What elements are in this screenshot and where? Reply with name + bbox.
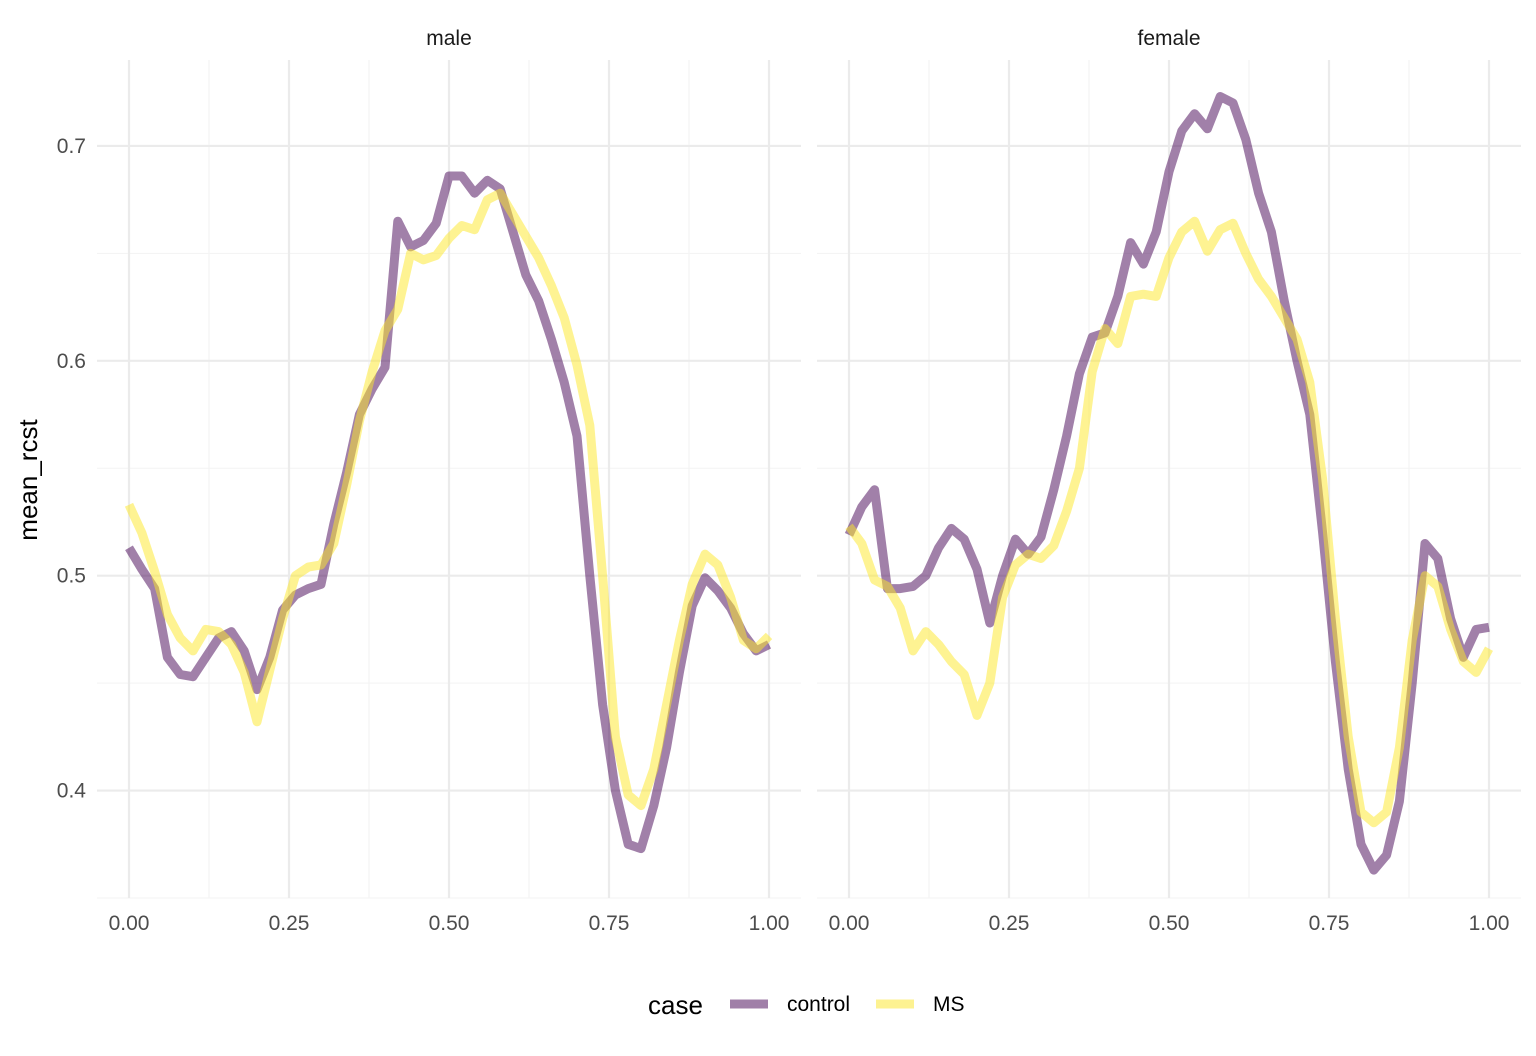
legend: case control MS (648, 990, 965, 1020)
legend-label-control: control (787, 993, 850, 1016)
panels-layer: 0.00 0.25 0.50 0.75 1.000.40.50.60.7male0.00… (57, 27, 1521, 935)
y-axis-title: mean_rcst (13, 419, 43, 541)
facet-label-male: male (426, 27, 472, 50)
y-tick-label: 0.4 (57, 780, 87, 803)
x-tick-label: 0.25 (989, 912, 1030, 935)
series-line-control-female (844, 92, 1490, 875)
x-tick-label: 1.00 (749, 912, 790, 935)
x-tick-label: 0.25 (269, 912, 310, 935)
x-tick-label: 0.00 (829, 912, 870, 935)
legend-title: case (648, 990, 703, 1020)
x-tick-label: 0.00 (109, 912, 150, 935)
y-tick-label: 0.6 (57, 350, 86, 373)
legend-label-ms: MS (933, 993, 965, 1016)
x-tick-label: 0.50 (1149, 912, 1190, 935)
facet-label-female: female (1137, 27, 1200, 50)
series-line-control-male (125, 171, 772, 854)
y-tick-label: 0.7 (57, 135, 86, 158)
x-tick-label: 0.50 (429, 912, 470, 935)
x-tick-label: 0.75 (1309, 912, 1350, 935)
series-line-ms-female (845, 216, 1493, 828)
panel-female: 0.00 0.25 0.50 0.75 1.00 female (817, 27, 1521, 935)
y-tick-label: 0.5 (57, 565, 86, 588)
x-tick-label: 1.00 (1469, 912, 1510, 935)
panel-male: 0.00 0.25 0.50 0.75 1.00 0.4 0.5 0.6 0.7 male (57, 27, 801, 935)
series-line-ms-male (124, 188, 773, 811)
x-tick-label: 0.75 (589, 912, 630, 935)
